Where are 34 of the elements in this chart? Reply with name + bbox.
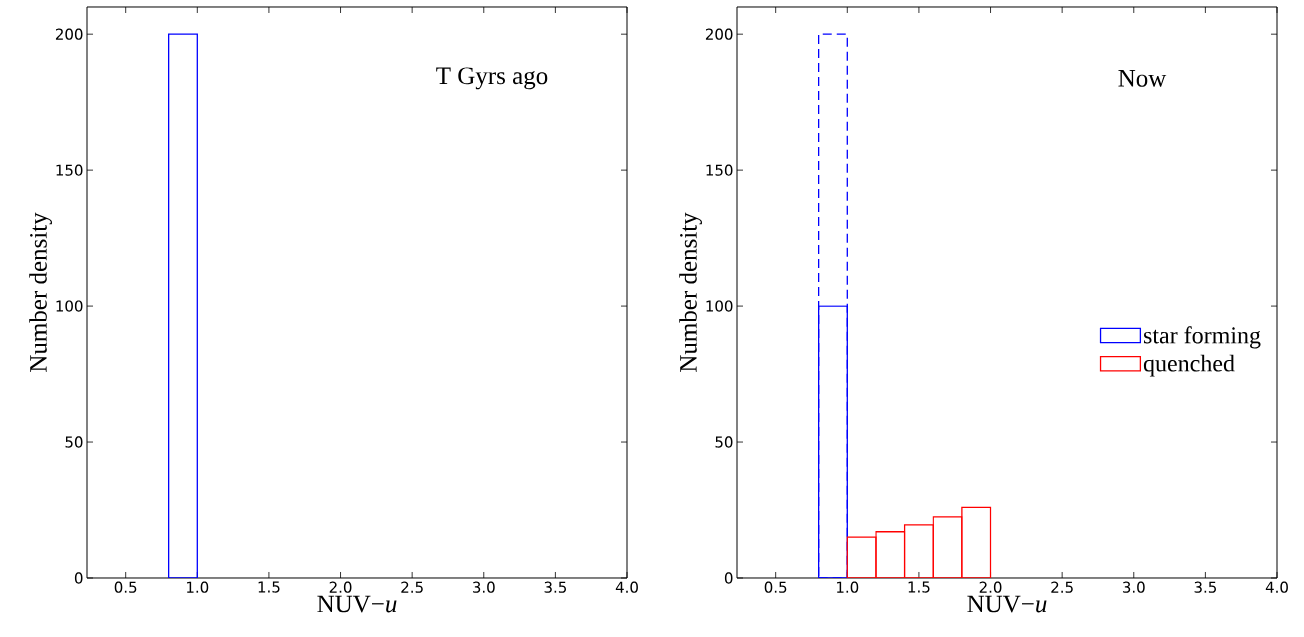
x-tick-label: 2.5 bbox=[1051, 581, 1073, 593]
y-tick-label: 0 bbox=[74, 572, 83, 584]
x-axis-title: NUV−u bbox=[967, 595, 1047, 613]
x-axis-title: NUV−u bbox=[317, 595, 397, 613]
x-tick-label: 0.5 bbox=[764, 581, 787, 593]
y-tick-label: 100 bbox=[56, 300, 83, 312]
annotation: Now bbox=[1118, 70, 1167, 87]
x-tick-label: 1.5 bbox=[908, 581, 930, 593]
x-tick-label: 3.0 bbox=[1122, 581, 1145, 593]
x-tick-label: 3.0 bbox=[472, 581, 495, 593]
legend-label: star forming bbox=[1144, 326, 1261, 349]
y-axis-title: Number density bbox=[679, 212, 702, 372]
x-tick-label: 3.5 bbox=[544, 581, 567, 593]
y-tick-label: 150 bbox=[706, 164, 733, 176]
x-tick-label: 0.5 bbox=[114, 581, 137, 593]
y-axis-title: Number density bbox=[29, 212, 52, 372]
x-tick-label: 2.5 bbox=[401, 581, 423, 593]
annotation: T Gyrs ago bbox=[436, 67, 548, 90]
y-tick-label: 200 bbox=[705, 28, 733, 40]
x-tick-label: 1.0 bbox=[837, 581, 859, 593]
y-tick-label: 100 bbox=[706, 300, 733, 312]
x-tick-label: 2.0 bbox=[979, 581, 1002, 593]
x-tick-label: 4.0 bbox=[615, 581, 638, 593]
x-tick-label: 3.5 bbox=[1194, 581, 1216, 593]
y-tick-label: 50 bbox=[65, 436, 83, 448]
x-tick-label: 1.5 bbox=[258, 581, 280, 593]
x-tick-label: 1.0 bbox=[187, 581, 209, 593]
x-tick-label: 4.0 bbox=[1265, 581, 1288, 593]
y-tick-label: 50 bbox=[715, 436, 733, 448]
legend-label: quenched bbox=[1143, 354, 1235, 377]
x-tick-label: 2.0 bbox=[329, 581, 352, 593]
y-tick-label: 0 bbox=[724, 572, 733, 584]
y-tick-label: 200 bbox=[55, 28, 83, 40]
y-tick-label: 150 bbox=[56, 164, 83, 176]
